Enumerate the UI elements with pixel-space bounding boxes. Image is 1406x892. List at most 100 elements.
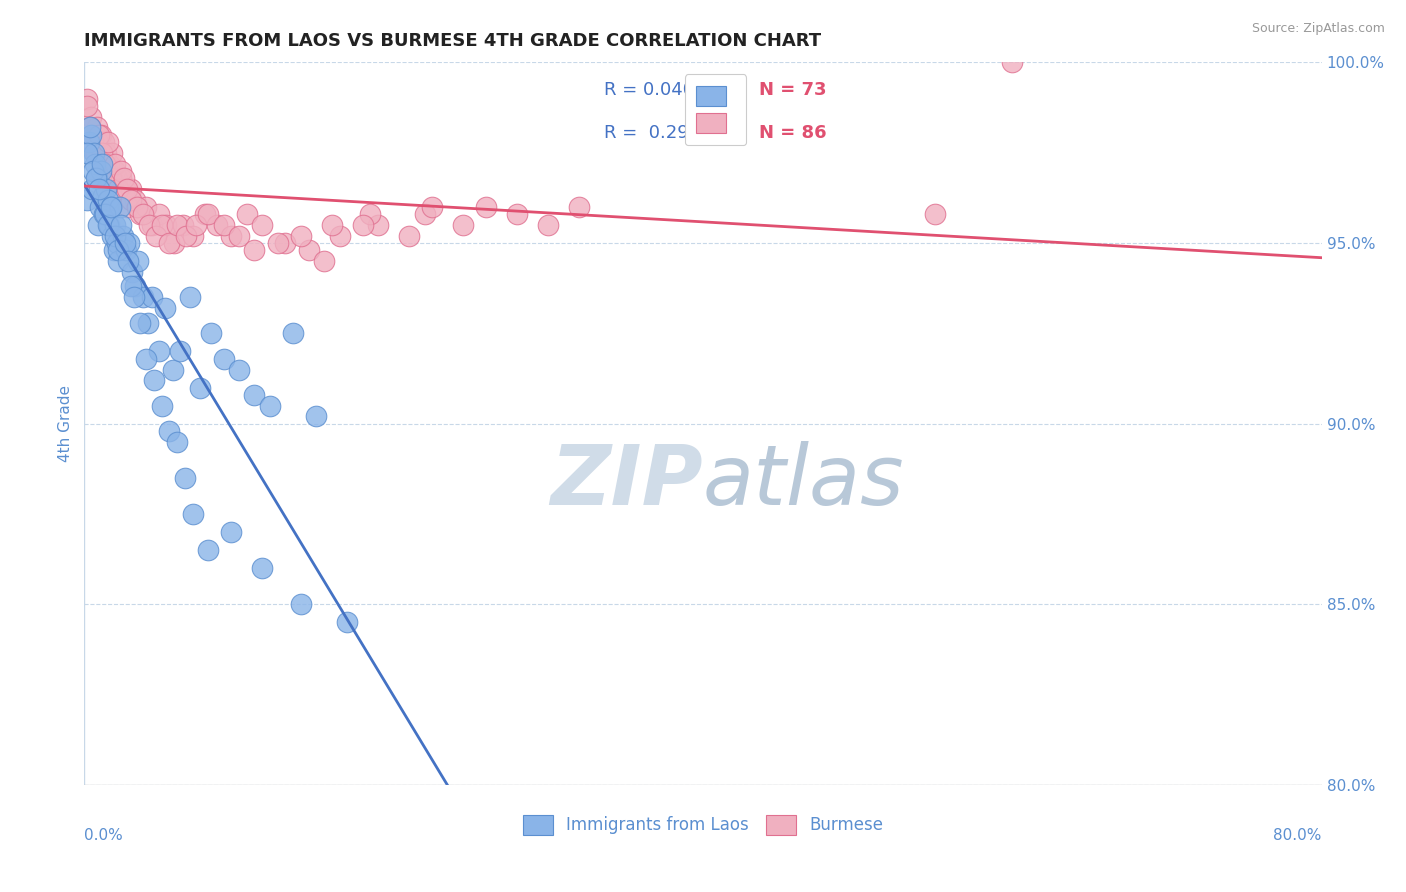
Text: R =  0.297: R = 0.297 bbox=[605, 124, 700, 143]
Point bbox=[194, 207, 217, 221]
Point bbox=[129, 207, 152, 221]
Point bbox=[150, 399, 173, 413]
Point bbox=[90, 128, 112, 142]
Point bbox=[87, 182, 110, 196]
Point bbox=[250, 561, 273, 575]
Point bbox=[120, 193, 142, 207]
Point bbox=[166, 434, 188, 449]
Point bbox=[91, 145, 114, 160]
Point bbox=[91, 156, 114, 170]
Point bbox=[125, 200, 148, 214]
Point bbox=[122, 290, 145, 304]
Point bbox=[135, 200, 157, 214]
Point bbox=[87, 218, 110, 232]
Point bbox=[124, 279, 146, 293]
Point bbox=[148, 344, 170, 359]
Point bbox=[82, 128, 104, 142]
Point bbox=[89, 145, 111, 160]
Point bbox=[97, 218, 120, 232]
Point bbox=[96, 163, 118, 178]
Point bbox=[235, 207, 259, 221]
Point bbox=[243, 388, 266, 402]
Point bbox=[181, 228, 204, 243]
Point bbox=[96, 193, 118, 207]
Point bbox=[121, 265, 143, 279]
Point bbox=[162, 362, 184, 376]
Point bbox=[94, 145, 117, 160]
Point bbox=[163, 236, 186, 251]
Point bbox=[108, 200, 131, 214]
Point bbox=[107, 244, 129, 258]
Legend: Immigrants from Laos, Burmese: Immigrants from Laos, Burmese bbox=[516, 808, 890, 842]
Point bbox=[259, 399, 281, 413]
Point bbox=[132, 207, 155, 221]
Point bbox=[79, 128, 101, 142]
Text: 0.0%: 0.0% bbox=[84, 829, 124, 843]
Point bbox=[200, 326, 222, 341]
Point bbox=[100, 171, 122, 186]
Point bbox=[141, 290, 163, 304]
Point bbox=[243, 244, 266, 258]
Point bbox=[103, 156, 125, 170]
Point bbox=[79, 120, 101, 135]
Text: atlas: atlas bbox=[703, 441, 904, 522]
Text: N = 86: N = 86 bbox=[759, 124, 827, 143]
Point bbox=[86, 120, 108, 135]
Point bbox=[135, 351, 157, 366]
Text: R = 0.040: R = 0.040 bbox=[605, 81, 695, 99]
Point bbox=[94, 156, 117, 170]
Point bbox=[153, 301, 176, 315]
Point bbox=[117, 254, 139, 268]
Point bbox=[150, 218, 173, 232]
Point bbox=[115, 182, 138, 196]
Point bbox=[274, 236, 297, 251]
Point bbox=[110, 171, 132, 186]
Point bbox=[87, 135, 110, 149]
Point bbox=[506, 207, 529, 221]
Point bbox=[93, 207, 115, 221]
Point bbox=[76, 145, 98, 160]
Point bbox=[103, 182, 125, 196]
Y-axis label: 4th Grade: 4th Grade bbox=[58, 385, 73, 462]
Point bbox=[89, 200, 111, 214]
Point bbox=[568, 200, 591, 214]
Point bbox=[290, 228, 312, 243]
Point bbox=[155, 218, 177, 232]
Point bbox=[114, 182, 136, 196]
Point bbox=[184, 218, 207, 232]
Point bbox=[329, 228, 352, 243]
Point bbox=[82, 135, 104, 149]
Point bbox=[86, 171, 108, 186]
Point bbox=[97, 135, 120, 149]
Point bbox=[172, 218, 194, 232]
Point bbox=[305, 409, 328, 424]
Point bbox=[100, 171, 122, 186]
Point bbox=[422, 200, 444, 214]
Point bbox=[118, 236, 141, 251]
Point bbox=[117, 200, 139, 214]
Point bbox=[90, 163, 112, 178]
Point bbox=[124, 193, 146, 207]
Point bbox=[84, 145, 107, 160]
Point bbox=[159, 424, 180, 438]
Point bbox=[110, 218, 132, 232]
Point bbox=[98, 156, 121, 170]
Point bbox=[120, 182, 142, 196]
Point bbox=[107, 182, 129, 196]
Point bbox=[84, 145, 107, 160]
Point bbox=[82, 182, 104, 196]
Point bbox=[413, 207, 436, 221]
Point bbox=[79, 120, 101, 135]
Point bbox=[143, 373, 166, 387]
Point bbox=[91, 189, 114, 203]
Point bbox=[250, 218, 273, 232]
Point bbox=[107, 254, 129, 268]
Point bbox=[281, 326, 305, 341]
Point bbox=[94, 207, 117, 221]
Point bbox=[91, 156, 114, 170]
Point bbox=[103, 228, 125, 243]
Point bbox=[115, 244, 138, 258]
Point bbox=[77, 135, 100, 149]
Point bbox=[94, 182, 117, 196]
Point bbox=[76, 91, 98, 105]
